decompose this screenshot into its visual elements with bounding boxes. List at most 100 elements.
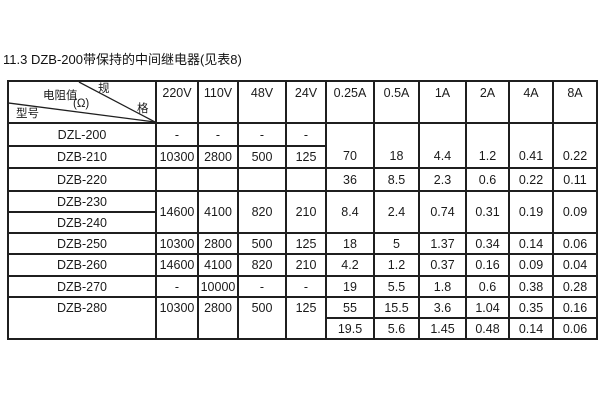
current-cell: 0.41 [508,122,554,169]
resistance-cell: 500 [237,296,287,340]
current-cell: 0.34 [465,232,510,255]
current-cell: 1.8 [418,275,467,298]
current-cell: 0.14 [508,232,554,255]
resistance-cell: 125 [285,145,327,169]
resistance-cell: 10300 [155,232,199,255]
row-dzb-260: DZB-260 14600 4100 820 210 4.2 1.2 0.37 … [7,253,598,277]
col-header-8a: 8A [552,80,598,124]
current-cell: 0.74 [418,190,467,234]
page-title: 11.3 DZB-200带保持的中间继电器(见表8) [3,52,242,67]
row-dzb-210: DZB-210 10300 2800 500 125 [7,145,597,169]
resistance-cell: - [155,122,199,147]
resistance-cell: 10300 [155,296,199,340]
table-corner-header: 规 格 电阻值 (Ω) 型号 [7,80,157,124]
current-cell: 19 [325,275,375,298]
row-dzb-220: DZB-220 36 8.5 2.3 0.6 0.22 0.11 [7,167,598,192]
resistance-cell: 4100 [197,190,239,234]
resistance-cell: 14600 [155,190,199,234]
resistance-cell: - [285,275,327,298]
current-cell: 0.14 [508,317,554,340]
model-cell: DZB-230 [7,190,157,213]
current-cell: 1.45 [418,317,467,340]
col-header-4a: 4A [508,80,554,124]
current-cell: 4.4 [418,122,467,169]
resistance-cell: - [155,275,199,298]
model-cell: DZB-210 [7,145,157,169]
empty-cell [237,167,287,192]
col-header-110v: 110V [197,80,239,124]
relay-spec-table: 规 格 电阻值 (Ω) 型号 220V 110V 48V 24V 0.25A 0… [7,80,598,340]
current-cell: 4.2 [325,253,375,277]
model-cell: DZB-260 [7,253,157,277]
resistance-cell: 820 [237,253,287,277]
resistance-cell: - [285,122,327,147]
current-cell: 0.28 [552,275,598,298]
current-cell: 0.06 [552,232,598,255]
current-cell: 0.04 [552,253,598,277]
diagonal-divider-lines [10,83,154,121]
current-cell: 0.22 [552,122,598,169]
resistance-unit-label: (Ω) [73,98,90,110]
current-cell: 0.09 [508,253,554,277]
current-cell: 0.11 [552,167,598,192]
model-cell: DZB-220 [7,167,157,192]
current-cell: 36 [325,167,375,192]
resistance-cell: 10000 [197,275,239,298]
resistance-cell: 2800 [197,232,239,255]
resistance-cell: 10300 [155,145,199,169]
current-cell: 0.6 [465,275,510,298]
current-cell: 18 [373,122,420,169]
resistance-label: 电阻值 [43,90,78,102]
resistance-cell: 820 [237,190,287,234]
resistance-cell: 125 [285,232,327,255]
current-cell: 1.2 [373,253,420,277]
col-header-24v: 24V [285,80,327,124]
spec-label-part1: 规 [98,83,110,95]
resistance-cell: - [237,275,287,298]
model-cell: DZB-280 [7,296,157,340]
col-header-05a: 0.5A [373,80,420,124]
current-cell: 0.16 [465,253,510,277]
row-dzb-270: DZB-270 - 10000 - - 19 5.5 1.8 0.6 0.38 … [7,275,598,298]
resistance-cell: 210 [285,253,327,277]
resistance-cell: 2800 [197,145,239,169]
current-cell: 18 [325,232,375,255]
col-header-220v: 220V [155,80,199,124]
row-dzb-240: DZB-240 [7,211,597,234]
resistance-cell: 2800 [197,296,239,340]
model-cell: DZL-200 [7,122,157,147]
resistance-cell: 14600 [155,253,199,277]
current-cell: 5.5 [373,275,420,298]
header-row: 规 格 电阻值 (Ω) 型号 220V 110V 48V 24V 0.25A 0… [7,80,598,124]
current-cell: 5 [373,232,420,255]
current-cell: 0.16 [552,296,598,319]
row-dzl-200: DZL-200 - - - - 70 18 4.4 1.2 0.41 0.22 [7,122,598,169]
resistance-cell: 4100 [197,253,239,277]
current-cell: 2.3 [418,167,467,192]
empty-cell [155,167,199,192]
current-cell: 70 [325,122,375,169]
model-label: 型号 [16,108,39,120]
current-cell: 2.4 [373,190,420,234]
current-cell: 0.19 [508,190,554,234]
current-cell: 55 [325,296,375,319]
resistance-cell: 125 [285,296,327,340]
current-cell: 0.38 [508,275,554,298]
current-cell: 0.6 [465,167,510,192]
current-cell: 0.31 [465,190,510,234]
resistance-cell: - [197,122,239,147]
current-cell: 0.09 [552,190,598,234]
row-dzb-280-second: 19.5 5.6 1.45 0.48 0.14 0.06 [8,317,598,340]
row-dzb-250: DZB-250 10300 2800 500 125 18 5 1.37 0.3… [7,232,598,255]
current-cell: 1.2 [465,122,510,169]
current-cell: 0.48 [465,317,510,340]
model-cell: DZB-250 [7,232,157,255]
col-header-1a: 1A [418,80,467,124]
model-cell: DZB-240 [7,211,157,234]
row-dzb-230: DZB-230 14600 4100 820 210 8.4 2.4 0.74 … [7,190,598,234]
col-header-025a: 0.25A [325,80,375,124]
resistance-cell: 500 [237,232,287,255]
current-cell: 19.5 [325,317,375,340]
resistance-cell: - [237,122,287,147]
spec-label-part2: 格 [137,103,149,115]
